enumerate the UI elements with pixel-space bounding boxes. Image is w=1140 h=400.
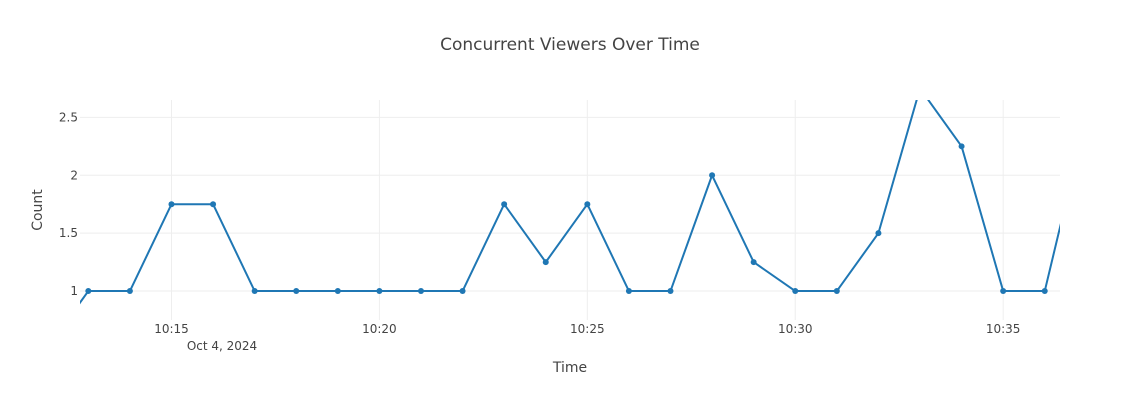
data-point — [417, 288, 424, 295]
x-tick-label: 10:15 — [154, 322, 189, 336]
data-point — [792, 288, 799, 295]
y-tick-label: 1.5 — [59, 226, 78, 240]
x-gridlines — [170, 100, 1004, 320]
x-tick-labels: 10:15 10:20 10:25 10:30 10:35 — [154, 322, 1020, 336]
data-point — [251, 288, 258, 295]
x-date-label: Oct 4, 2024 — [187, 339, 257, 353]
data-point — [709, 172, 716, 179]
x-tick-label: 10:30 — [778, 322, 813, 336]
data-point — [958, 143, 965, 150]
data-point — [750, 259, 757, 266]
x-axis-title: Time — [552, 360, 587, 376]
chart-title: Concurrent Viewers Over Time — [440, 35, 700, 55]
data-point — [459, 288, 466, 295]
x-tick-label: 10:25 — [570, 322, 605, 336]
data-point — [126, 288, 133, 295]
y-gridlines — [80, 116, 1060, 292]
series-viewers — [80, 100, 1060, 305]
y-tick-label: 2.5 — [59, 110, 78, 124]
data-point — [542, 259, 549, 266]
data-point — [334, 288, 341, 295]
data-point — [376, 288, 383, 295]
series-line — [80, 100, 1060, 305]
data-point — [667, 288, 674, 295]
x-tick-label: 10:35 — [986, 322, 1021, 336]
y-tick-label: 1 — [70, 284, 78, 298]
data-point — [168, 201, 175, 208]
x-tick-label: 10:20 — [362, 322, 397, 336]
data-point — [625, 288, 632, 295]
data-point — [501, 201, 508, 208]
data-point — [1000, 288, 1007, 295]
y-tick-labels: 1 1.5 2 2.5 — [59, 110, 78, 298]
y-tick-label: 2 — [70, 168, 78, 182]
data-point — [210, 201, 217, 208]
y-axis-title: Count — [30, 189, 46, 231]
data-point — [584, 201, 591, 208]
data-point — [85, 288, 92, 295]
data-point — [293, 288, 300, 295]
data-point — [875, 230, 882, 237]
data-point — [1041, 288, 1048, 295]
data-point — [833, 288, 840, 295]
